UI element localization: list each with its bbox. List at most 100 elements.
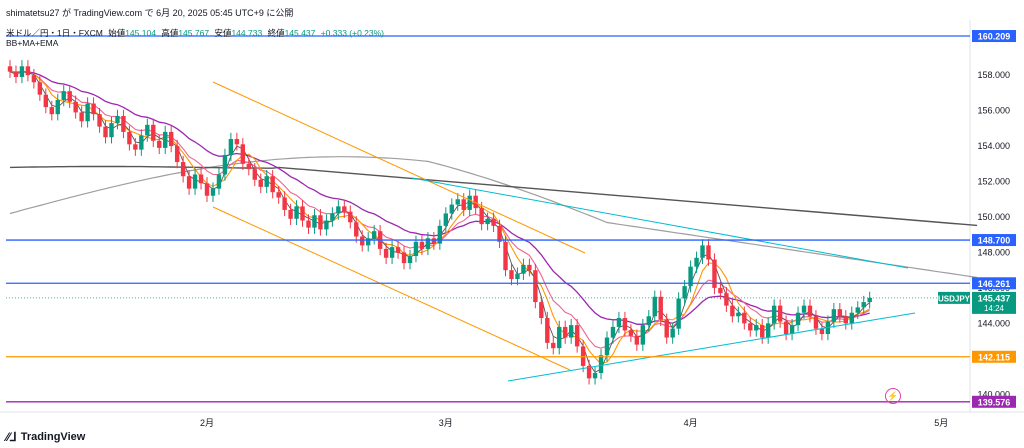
candle-body — [604, 337, 610, 356]
candle-body — [13, 71, 19, 77]
close-label: 終値 — [267, 28, 285, 38]
candle-body — [801, 305, 807, 313]
candle-body — [198, 174, 204, 184]
candle-body — [366, 238, 371, 246]
candle-body — [306, 220, 311, 228]
level-tag-label: 148.700 — [978, 236, 1011, 246]
candle-body — [431, 238, 437, 244]
candle-body — [658, 296, 663, 320]
candle-body — [348, 211, 353, 223]
close-value: 145.437 — [284, 28, 316, 38]
candle-body — [371, 231, 377, 239]
candle-body — [109, 123, 114, 138]
candle-body — [121, 115, 126, 132]
candle-body — [318, 215, 323, 230]
trendline-orange-upper — [212, 81, 586, 254]
candle-body — [324, 220, 329, 230]
candle-body — [103, 126, 108, 138]
candle-body — [497, 225, 502, 242]
candle-body — [694, 257, 699, 267]
candle-body — [192, 174, 198, 189]
candle-body — [592, 373, 598, 379]
candle-body — [210, 188, 216, 196]
y-tick-label: 140.000 — [977, 389, 1010, 399]
candle-body — [789, 325, 795, 334]
candle-body — [551, 342, 556, 349]
candle-body — [395, 247, 401, 253]
candle-body — [449, 204, 454, 214]
candle-body — [425, 238, 431, 249]
x-tick-label: 3月 — [439, 418, 453, 428]
candle-body — [491, 218, 496, 226]
candle-body — [270, 176, 275, 193]
candle-body — [831, 309, 837, 322]
candle-body — [151, 124, 156, 141]
candle-body — [336, 206, 341, 214]
y-tick-label: 154.000 — [977, 141, 1010, 151]
candle-body — [670, 328, 675, 338]
candle-body — [568, 325, 574, 338]
candle-body — [586, 365, 592, 379]
candle-body — [503, 241, 508, 271]
low-value: 144.733 — [231, 28, 263, 38]
candle-body — [628, 330, 634, 336]
candle-body — [682, 286, 687, 299]
candle-body — [640, 325, 646, 345]
change-value: +0.333 (+0.23%) — [320, 28, 385, 38]
candle-body — [748, 323, 753, 331]
candle-body — [133, 144, 138, 150]
indicator-label[interactable]: BB+MA+EMA — [6, 38, 59, 48]
candle-body — [557, 326, 562, 349]
candle-body — [55, 100, 60, 115]
footer-brand[interactable]: ⁄⁄⅃ TradingView — [6, 430, 85, 444]
high-label: 高値 — [161, 28, 179, 38]
candle-body — [437, 225, 443, 244]
candle-body — [688, 266, 693, 287]
candle-body — [777, 305, 783, 322]
candle-body — [25, 66, 31, 76]
candle-body — [180, 162, 186, 177]
candle-body — [330, 213, 335, 221]
level-tag-label: 139.576 — [978, 397, 1011, 407]
candle-body — [401, 252, 407, 264]
price-tag-label: 145.437 — [978, 293, 1011, 303]
y-tick-label: 144.000 — [977, 318, 1010, 328]
candle-body — [730, 305, 735, 317]
lightning-icon[interactable]: ⚡ — [885, 388, 901, 404]
candle-body — [712, 259, 717, 288]
high-value: 145.767 — [178, 28, 210, 38]
candle-body — [168, 131, 174, 147]
candle-body — [783, 321, 789, 334]
candle-body — [706, 245, 711, 260]
candle-body — [509, 270, 514, 280]
price-tag — [972, 291, 1016, 314]
candle-body — [843, 316, 848, 324]
candle-body — [700, 245, 705, 258]
candle-body — [31, 75, 37, 83]
candle-body — [443, 213, 449, 226]
candle-body — [407, 256, 413, 264]
candle-body — [473, 195, 478, 209]
symbol-tag-label: USDJPY — [938, 294, 971, 303]
candle-body — [19, 66, 25, 77]
candle-body — [861, 302, 866, 308]
candle-body — [258, 179, 263, 187]
y-tick-label: 156.000 — [977, 106, 1010, 116]
candle-body — [646, 316, 651, 326]
candle-body — [240, 144, 246, 164]
open-label: 始値 — [108, 28, 126, 38]
candle-body — [300, 206, 305, 221]
trendline-cyan-lower — [507, 312, 916, 382]
x-tick-label: 4月 — [684, 418, 698, 428]
level-tag-label: 146.261 — [978, 279, 1011, 289]
candle-body — [383, 248, 389, 258]
candle-body — [736, 312, 741, 317]
candle-body — [264, 176, 269, 187]
ohlc-legend: 米ドル／円・1日・FXCM 始値145.104 高値145.767 安値144.… — [6, 27, 384, 39]
level-tag — [972, 277, 1016, 290]
candle-body — [222, 154, 228, 175]
candle-body — [360, 236, 365, 246]
symbol-label: 米ドル／円・1日・FXCM — [6, 28, 103, 38]
y-tick-label: 150.000 — [977, 212, 1010, 222]
